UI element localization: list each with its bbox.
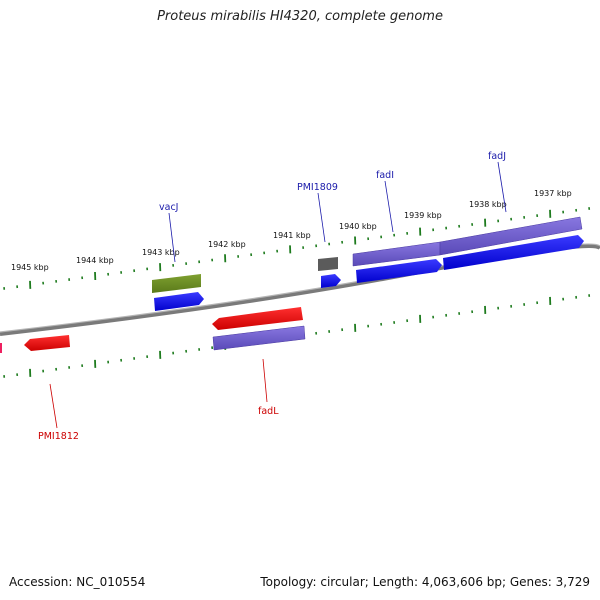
tick-label: 1937 kbp [534,189,572,198]
tick-label: 1944 kbp [76,256,114,265]
reverse-cds-edge[interactable] [0,343,2,353]
gene-label-PMI1812[interactable]: PMI1812 [38,431,79,442]
label-line-fadJ [497,161,507,213]
feature-vacJ-block[interactable] [152,274,201,293]
gene-label-fadL[interactable]: fadL [258,406,279,417]
tick-label: 1939 kbp [404,211,442,220]
gene-label-fadI[interactable]: fadI [376,170,394,181]
forward-cds-fadJ[interactable] [443,235,584,270]
gene-label-fadJ[interactable]: fadJ [488,151,506,162]
label-line-fadI [384,180,394,233]
tick-label: 1945 kbp [11,263,49,272]
gene-label-PMI1809[interactable]: PMI1809 [297,182,338,193]
label-line-PMI1812 [49,383,58,429]
label-line-vacJ [168,212,176,263]
tick-label: 1938 kbp [469,200,507,209]
feature-fadJ-block[interactable] [439,216,583,256]
gene-label-vacJ[interactable]: vacJ [159,202,178,213]
tick-label: 1942 kbp [208,240,246,249]
accession-text: Accession: NC_010554 [9,575,146,589]
tick-label: 1941 kbp [273,231,311,240]
reverse-cds-fadL[interactable] [212,307,303,330]
forward-cds-fadI[interactable] [356,259,442,283]
genome-title: Proteus mirabilis HI4320, complete genom… [157,9,443,24]
genome-summary-text: Topology: circular; Length: 4,063,606 bp… [260,575,590,589]
upper-tick-track [3,207,591,290]
tick-label: 1943 kbp [142,248,180,257]
feature-fadL-block[interactable] [212,325,306,351]
forward-cds-vacJ[interactable] [154,292,204,311]
tick-label: 1940 kbp [339,222,377,231]
feature-PMI1809-block[interactable] [318,257,338,271]
forward-cds-PMI1809[interactable] [321,274,341,288]
reverse-cds-PMI1812[interactable] [24,335,70,351]
label-line-fadL [262,358,268,403]
label-line-PMI1809 [317,192,326,243]
